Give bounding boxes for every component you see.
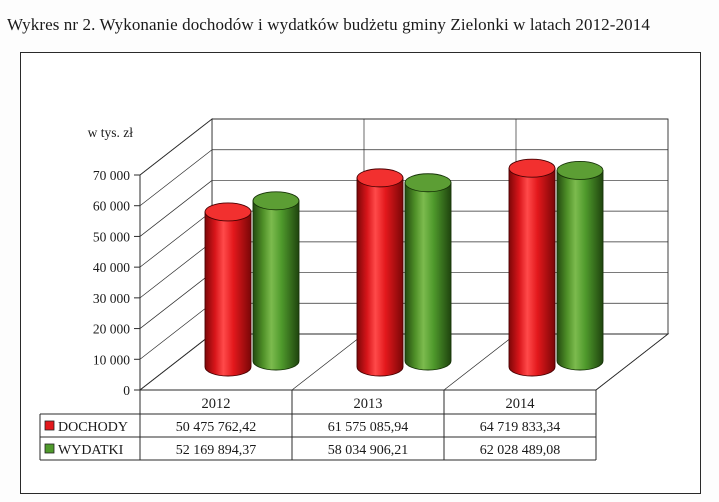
x-category-label: 2013 [354, 396, 383, 412]
y-tick-label: 10 000 [93, 352, 130, 367]
bar-top-series-1-2013 [404, 173, 452, 193]
bar-top-series-1-2012 [252, 191, 300, 211]
bar-series-1-2012 [252, 200, 300, 371]
legend-label: WYDATKI [58, 443, 124, 458]
y-axis-label: w tys. zł [88, 125, 134, 140]
y-tick-label: 70 000 [93, 168, 130, 183]
x-category-label: 2014 [506, 396, 536, 412]
gridline [139, 333, 213, 391]
legend-swatch-0 [44, 420, 55, 431]
page-title: Wykres nr 2. Wykonanie dochodów i wydatk… [7, 15, 650, 34]
floor-divider [595, 333, 669, 391]
bar-top-series-0-2014 [508, 158, 556, 178]
gridline [139, 303, 213, 360]
gridline [139, 118, 213, 176]
gridline [139, 272, 213, 329]
gridline [139, 149, 213, 206]
floor-divider [291, 333, 365, 391]
bar-series-0-2013 [356, 177, 404, 377]
table-value: 61 575 085,94 [328, 420, 409, 435]
bar-top-series-1-2014 [556, 161, 604, 180]
y-tick-label: 30 000 [93, 291, 130, 306]
y-tick-label: 0 [123, 383, 130, 398]
x-category-label: 2012 [202, 396, 231, 412]
table-value: 62 028 489,08 [480, 443, 561, 458]
gridline [139, 241, 213, 299]
bar-series-0-2012 [204, 211, 252, 377]
bar-series-1-2013 [404, 182, 452, 371]
y-tick-label: 50 000 [93, 229, 130, 244]
table-value: 50 475 762,42 [176, 420, 257, 435]
y-tick-label: 60 000 [93, 199, 130, 214]
bar-top-series-0-2013 [356, 168, 404, 188]
legend-label: DOCHODY [58, 420, 128, 435]
bar-top-series-0-2012 [204, 202, 252, 222]
bar-series-0-2014 [508, 167, 556, 377]
table-value: 52 169 894,37 [176, 443, 257, 458]
floor-divider [443, 333, 517, 391]
legend-swatch-1 [44, 443, 55, 454]
y-tick-label: 20 000 [93, 322, 130, 337]
gridline [139, 180, 213, 237]
gridline [139, 210, 213, 268]
y-tick-label: 40 000 [93, 260, 130, 275]
table-value: 64 719 833,34 [480, 420, 561, 435]
bar-series-1-2014 [556, 170, 604, 371]
table-value: 58 034 906,21 [328, 443, 409, 458]
